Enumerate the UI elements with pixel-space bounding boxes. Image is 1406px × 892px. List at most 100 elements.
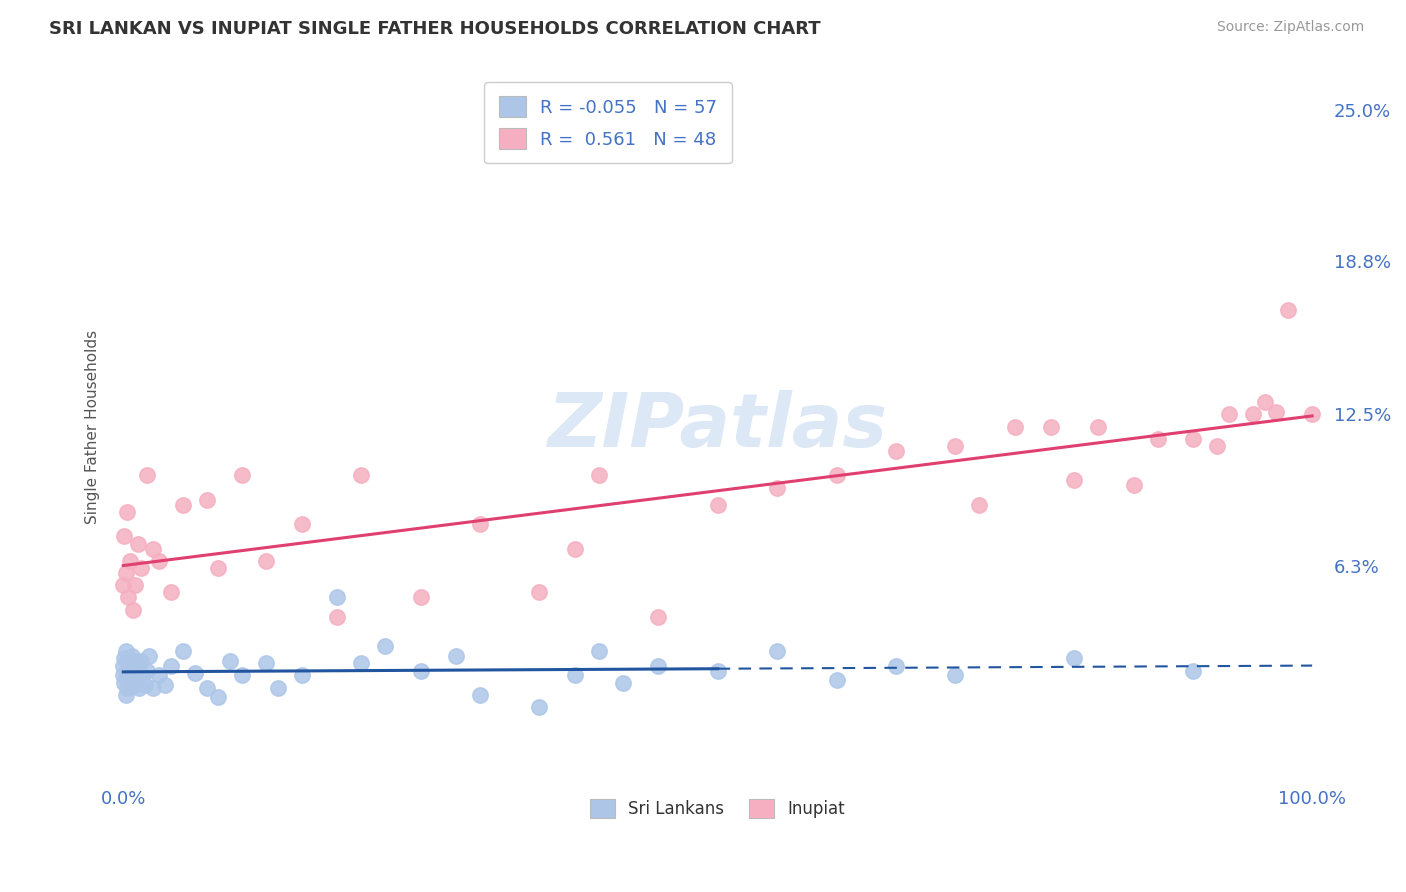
- Legend: Sri Lankans, Inupiat: Sri Lankans, Inupiat: [583, 792, 852, 825]
- Point: [115, 505, 138, 519]
- Point: [326, 591, 349, 605]
- Point: [114, 529, 136, 543]
- Point: [825, 673, 848, 688]
- Point: [1182, 432, 1205, 446]
- Text: Source: ZipAtlas.com: Source: ZipAtlas.com: [1216, 20, 1364, 34]
- Point: [350, 468, 373, 483]
- Point: [115, 681, 138, 695]
- Point: [121, 665, 143, 680]
- Point: [612, 675, 634, 690]
- Point: [172, 644, 194, 658]
- Point: [121, 602, 143, 616]
- Point: [142, 541, 165, 556]
- Point: [120, 554, 142, 568]
- Point: [131, 668, 153, 682]
- Point: [1063, 651, 1085, 665]
- Point: [564, 541, 586, 556]
- Point: [112, 578, 135, 592]
- Point: [153, 678, 176, 692]
- Point: [118, 673, 141, 688]
- Point: [124, 578, 146, 592]
- Point: [254, 554, 277, 568]
- Point: [409, 664, 432, 678]
- Point: [291, 668, 314, 682]
- Point: [1301, 408, 1323, 422]
- Point: [267, 681, 290, 695]
- Point: [129, 561, 152, 575]
- Point: [945, 668, 967, 682]
- Y-axis label: Single Father Households: Single Father Households: [86, 329, 100, 524]
- Point: [219, 654, 242, 668]
- Point: [529, 585, 551, 599]
- Point: [374, 639, 396, 653]
- Point: [1182, 664, 1205, 678]
- Point: [1122, 478, 1144, 492]
- Point: [124, 678, 146, 692]
- Point: [114, 668, 136, 682]
- Point: [706, 498, 728, 512]
- Point: [1253, 395, 1275, 409]
- Point: [114, 688, 136, 702]
- Point: [195, 681, 218, 695]
- Point: [160, 658, 183, 673]
- Point: [254, 657, 277, 671]
- Point: [588, 644, 610, 658]
- Point: [120, 661, 142, 675]
- Point: [1063, 473, 1085, 487]
- Point: [825, 468, 848, 483]
- Point: [884, 444, 907, 458]
- Point: [1206, 439, 1229, 453]
- Point: [142, 681, 165, 695]
- Point: [326, 610, 349, 624]
- Point: [195, 492, 218, 507]
- Point: [114, 651, 136, 665]
- Point: [138, 648, 160, 663]
- Point: [117, 664, 139, 678]
- Point: [124, 654, 146, 668]
- Point: [114, 644, 136, 658]
- Point: [409, 591, 432, 605]
- Point: [134, 678, 156, 692]
- Point: [1218, 408, 1240, 422]
- Point: [207, 561, 229, 575]
- Point: [1146, 432, 1168, 446]
- Point: [114, 566, 136, 580]
- Point: [128, 681, 150, 695]
- Point: [127, 537, 149, 551]
- Point: [207, 690, 229, 705]
- Point: [136, 468, 159, 483]
- Point: [231, 468, 253, 483]
- Point: [172, 498, 194, 512]
- Point: [148, 668, 170, 682]
- Point: [291, 517, 314, 532]
- Point: [647, 658, 669, 673]
- Point: [706, 664, 728, 678]
- Point: [1039, 419, 1062, 434]
- Point: [148, 554, 170, 568]
- Point: [112, 668, 135, 682]
- Point: [766, 644, 789, 658]
- Point: [647, 610, 669, 624]
- Point: [564, 668, 586, 682]
- Point: [127, 658, 149, 673]
- Point: [468, 517, 491, 532]
- Point: [468, 688, 491, 702]
- Text: SRI LANKAN VS INUPIAT SINGLE FATHER HOUSEHOLDS CORRELATION CHART: SRI LANKAN VS INUPIAT SINGLE FATHER HOUS…: [49, 20, 821, 37]
- Point: [136, 664, 159, 678]
- Point: [160, 585, 183, 599]
- Point: [117, 591, 139, 605]
- Point: [1087, 419, 1109, 434]
- Point: [1241, 408, 1264, 422]
- Point: [122, 657, 145, 671]
- Point: [529, 700, 551, 714]
- Point: [121, 648, 143, 663]
- Point: [766, 481, 789, 495]
- Point: [350, 657, 373, 671]
- Point: [967, 498, 990, 512]
- Point: [112, 658, 135, 673]
- Point: [1277, 302, 1299, 317]
- Point: [444, 648, 467, 663]
- Point: [114, 675, 136, 690]
- Point: [121, 678, 143, 692]
- Point: [115, 654, 138, 668]
